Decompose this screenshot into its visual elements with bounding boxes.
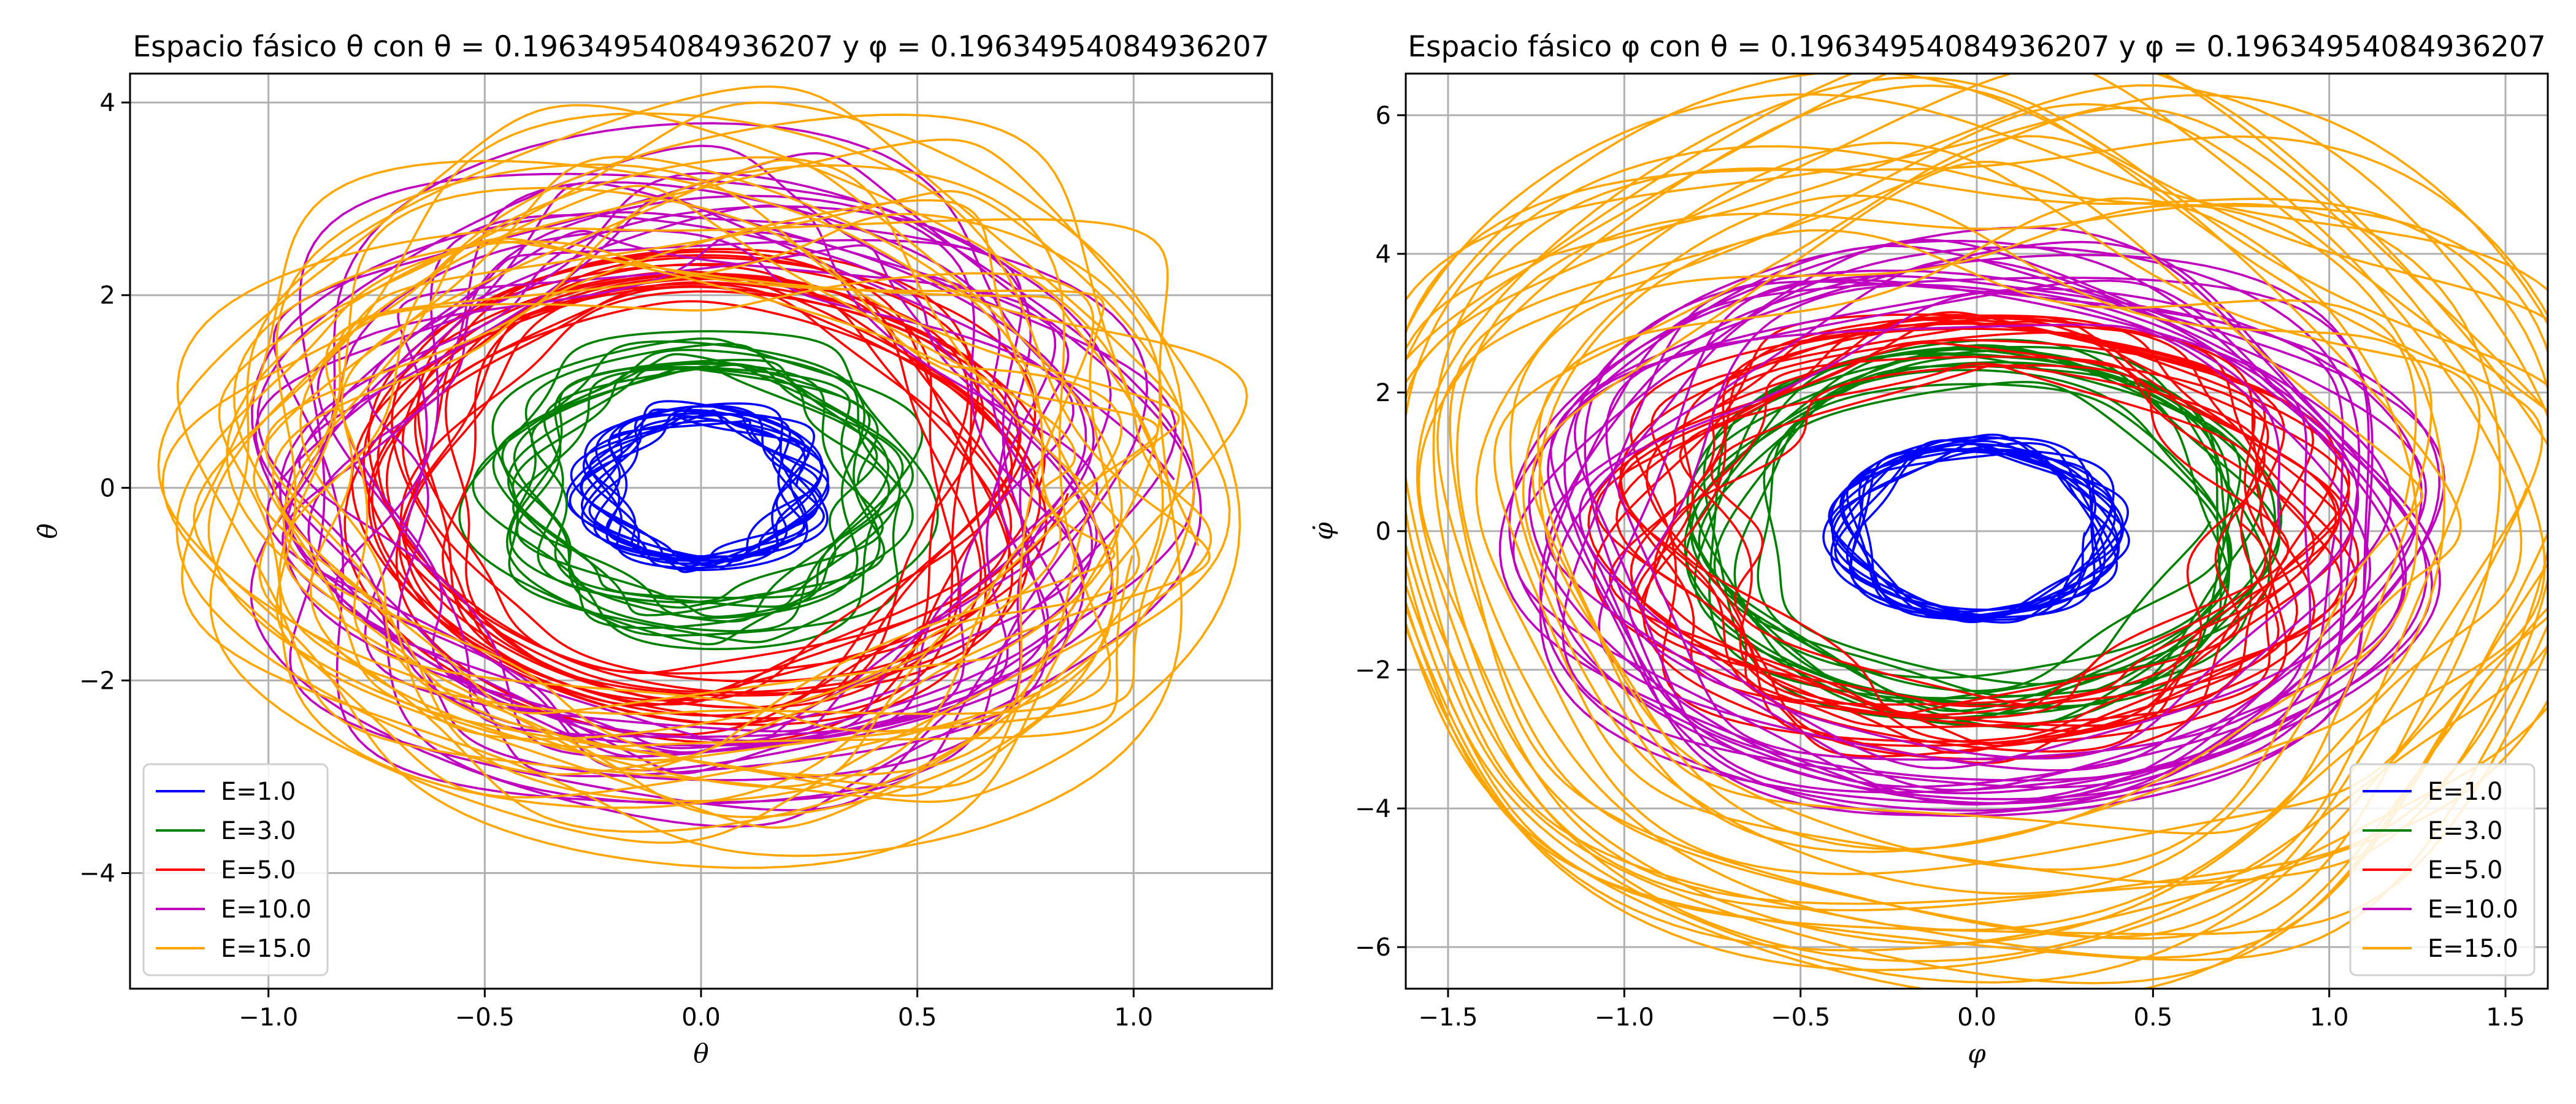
legend-entry: E=10.0 (221, 895, 312, 924)
legend-entry: E=1.0 (221, 778, 296, 806)
phi-phase-space-panel: −1.5 −1.0 −0.5 0.0 0.5 1.0 1.5 −6 −4 −2 0 2 4 6 Espaci… (1308, 30, 2549, 1068)
series-curve-e-10-0 (1498, 226, 2445, 818)
y-tick-label: 0 (100, 474, 115, 502)
series-curve-e-5-0 (1587, 311, 2359, 764)
y-tick-label: 2 (1376, 379, 1391, 407)
x-tick-label: 1.0 (1114, 1003, 1153, 1032)
x-tick-label: −0.5 (1771, 1003, 1830, 1032)
x-tick-label: 0.0 (681, 1003, 721, 1032)
y-axis-label: φ̇ (1308, 522, 1338, 540)
legend-box (142, 763, 329, 976)
legend: E=1.0 E=3.0 E=5.0 E=10.0 E=15.0 (2349, 763, 2536, 976)
x-tick-label: −0.5 (455, 1003, 515, 1032)
x-tick-label: 0.5 (898, 1003, 937, 1032)
y-tick-label: −2 (1355, 656, 1391, 684)
legend-entry: E=5.0 (221, 856, 296, 884)
theta-phase-space-panel: −1.0 −0.5 0.0 0.5 1.0 −4 −2 0 2 4 Espacio fásico θ… (33, 30, 1273, 1068)
legend: E=1.0 E=3.0 E=5.0 E=10.0 E=15.0 (142, 763, 329, 976)
y-tick-label: 4 (100, 89, 115, 117)
y-tick-label: 2 (100, 282, 115, 310)
legend-entry: E=5.0 (2428, 856, 2502, 884)
y-tick-label: −2 (79, 667, 115, 695)
series-curve-e-1-0 (1822, 434, 2130, 624)
legend-entry: E=3.0 (221, 817, 296, 845)
series-curve-e-1-0 (565, 400, 830, 573)
chart-title: Espacio fásico θ con θ = 0.1963495408493… (132, 30, 1269, 64)
x-tick-label: 0.0 (1957, 1003, 1996, 1032)
legend-entry: E=1.0 (2428, 778, 2502, 806)
legend-box (2349, 763, 2536, 976)
y-tick-label: 6 (1376, 102, 1391, 130)
y-axis-label: θ̇ (33, 523, 63, 539)
series-curve-e-15-0 (157, 85, 1248, 869)
legend-entry: E=15.0 (2428, 935, 2518, 963)
y-tick-label: −4 (79, 860, 115, 888)
legend-entry: E=10.0 (2428, 895, 2518, 924)
y-tick-label: 0 (1376, 518, 1391, 546)
x-tick-label: −1.5 (1418, 1003, 1478, 1032)
series-curve-e-15-0 (1406, 74, 2548, 989)
x-tick-label: 1.0 (2310, 1003, 2349, 1032)
x-tick-label: 1.5 (2486, 1003, 2525, 1032)
series-curve-e-3-0 (458, 330, 939, 651)
x-axis-label: θ (693, 1038, 708, 1068)
x-axis-label: φ (1968, 1038, 1986, 1068)
y-tick-label: −4 (1355, 795, 1391, 823)
y-tick-label: −6 (1355, 933, 1391, 962)
x-tick-label: 0.5 (2134, 1003, 2173, 1032)
chart-title: Espacio fásico φ con θ = 0.1963495408493… (1408, 30, 2545, 64)
legend-entry: E=3.0 (2428, 817, 2502, 845)
y-tick-label: 4 (1376, 240, 1391, 269)
x-tick-label: −1.0 (1595, 1003, 1654, 1032)
series-curve-e-5-0 (343, 248, 1069, 744)
legend-entry: E=15.0 (221, 935, 312, 963)
x-tick-label: −1.0 (239, 1003, 298, 1032)
